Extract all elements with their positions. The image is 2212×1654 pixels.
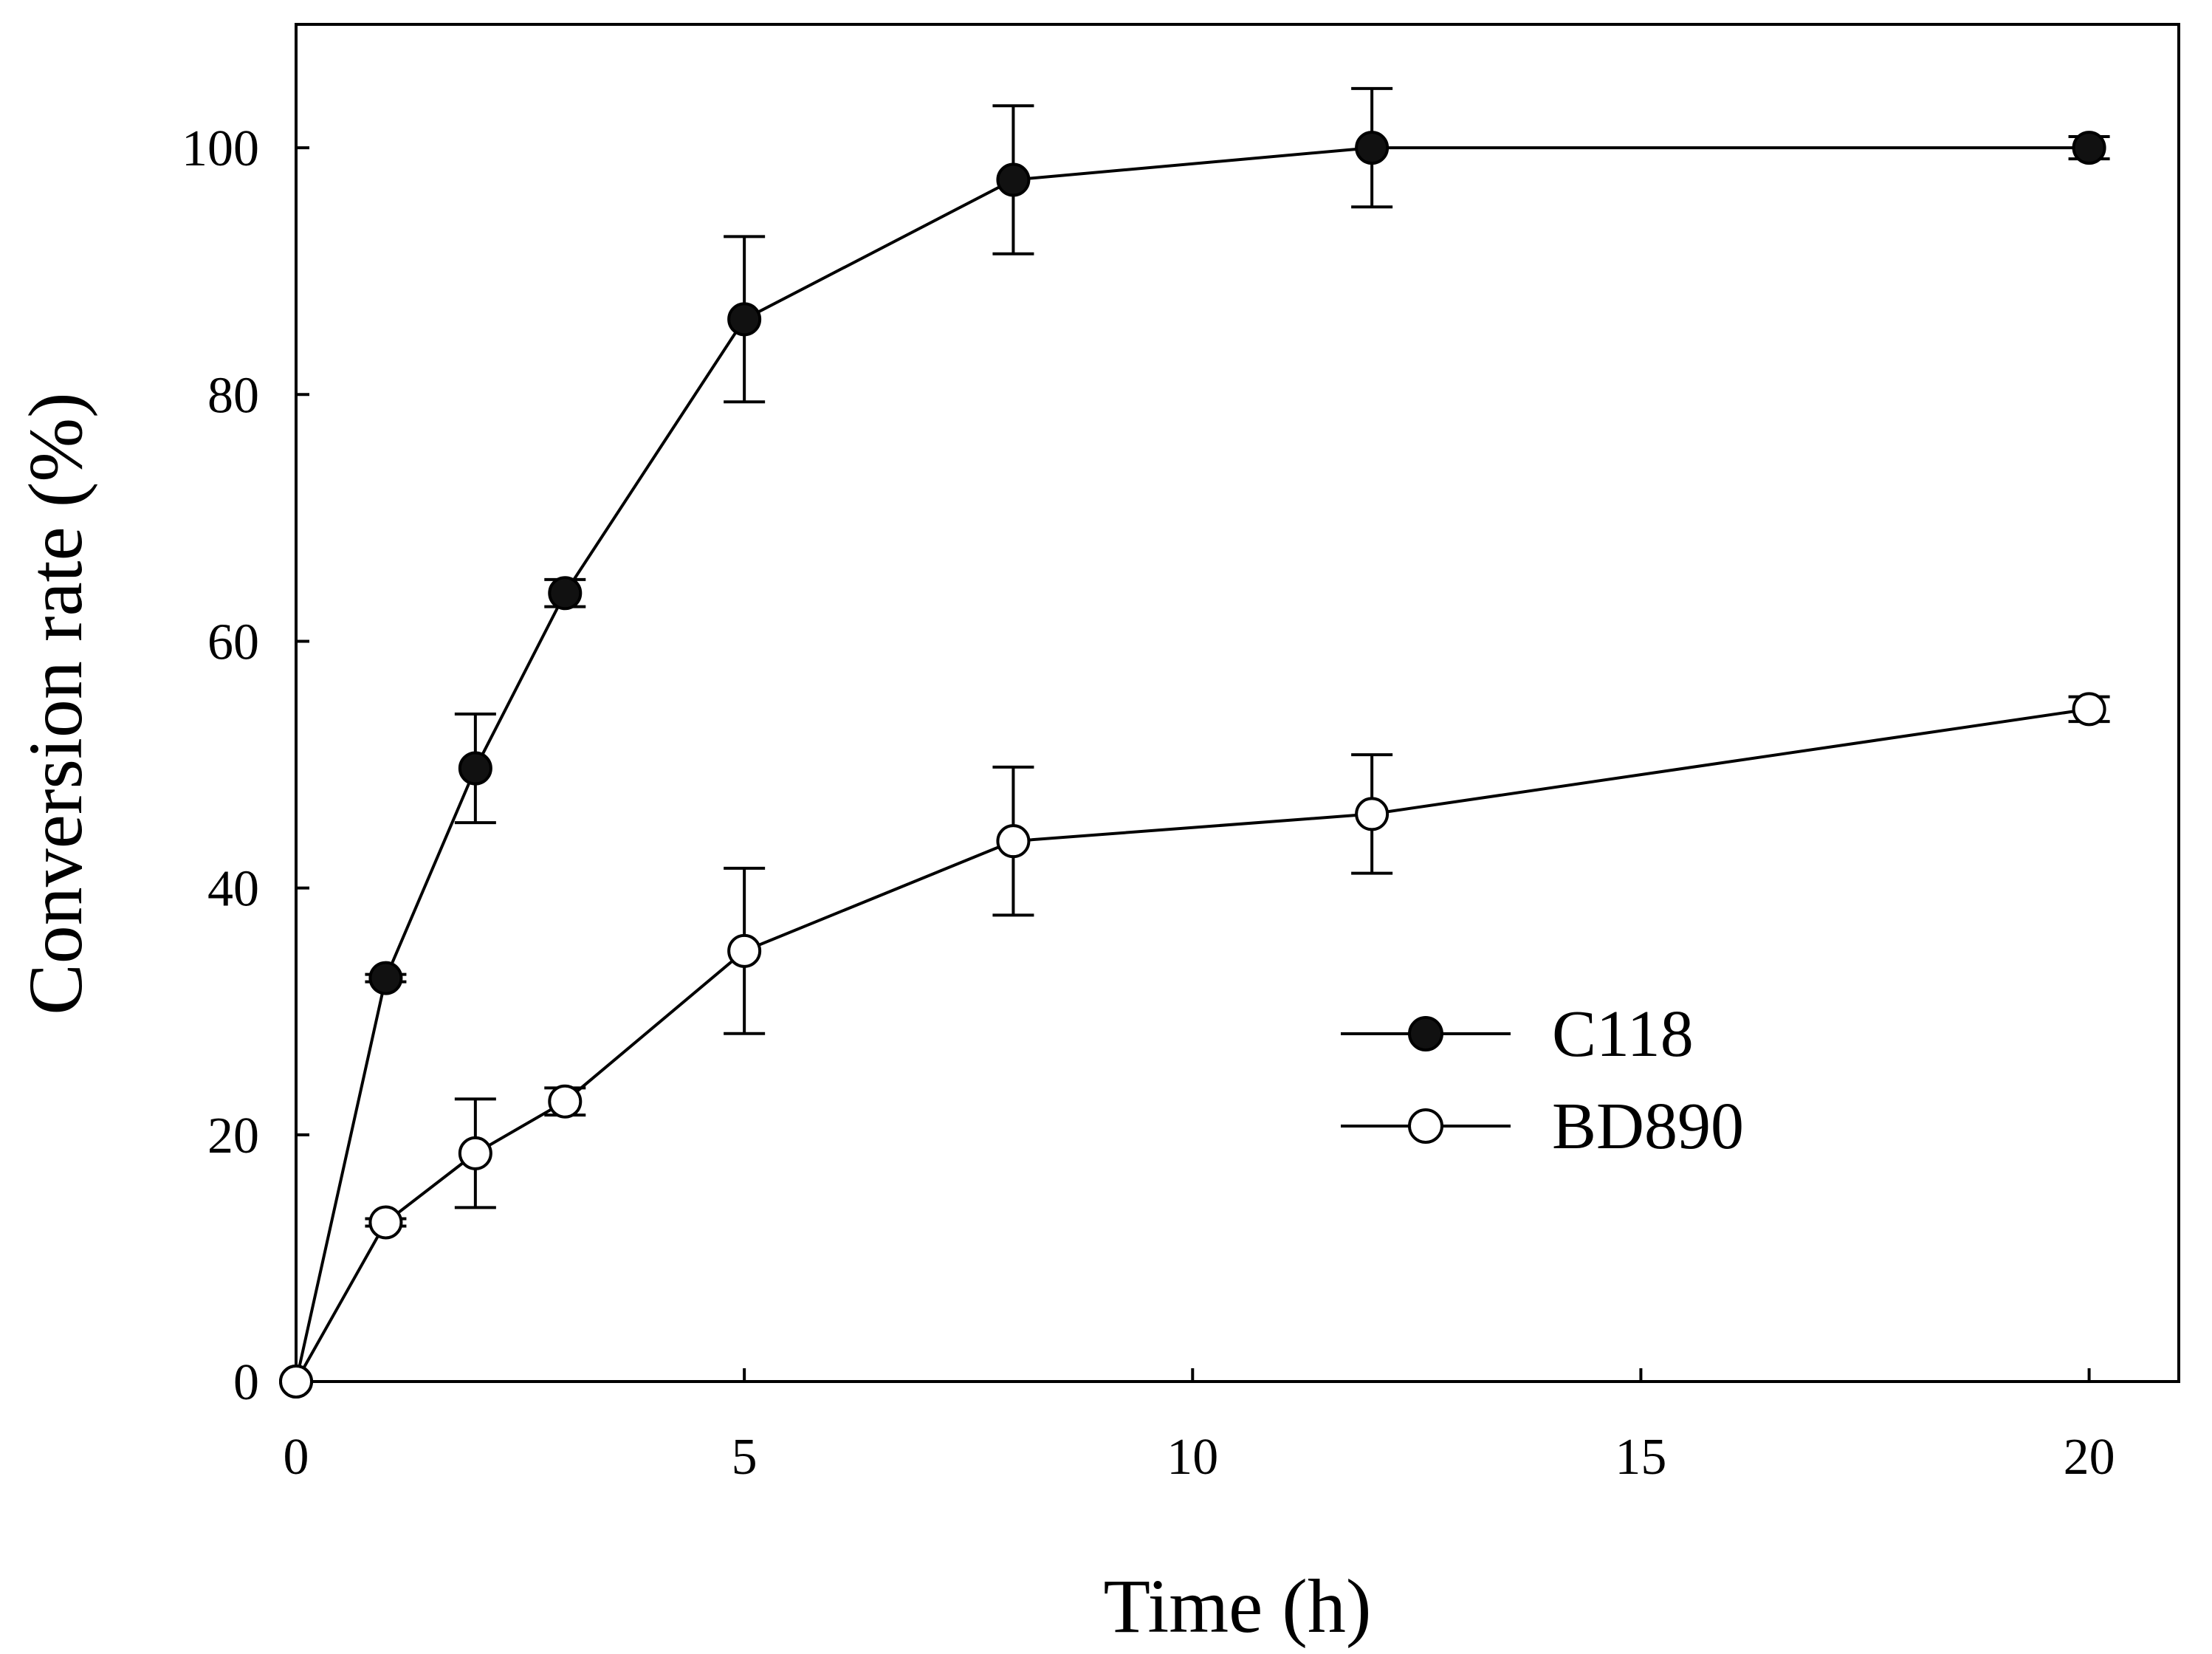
plot-area — [295, 23, 2180, 1383]
y-tick-label: 80 — [207, 367, 259, 424]
legend-item-c118: C118 — [1341, 998, 1694, 1071]
data-point-c118 — [996, 162, 1031, 197]
data-point-bd890 — [2072, 692, 2106, 727]
legend-label-c118: C118 — [1552, 998, 1694, 1071]
series-bd890 — [279, 692, 2110, 1399]
y-tick-label: 40 — [207, 861, 259, 918]
y-tick-label: 20 — [207, 1108, 259, 1164]
data-point-c118 — [458, 751, 492, 786]
data-point-c118 — [548, 576, 583, 611]
plot-frame — [295, 23, 2180, 1383]
data-point-c118 — [2072, 131, 2106, 165]
legend-marker-c118 — [1408, 1016, 1443, 1051]
data-point-bd890 — [996, 824, 1031, 859]
x-tick-label: 10 — [1167, 1429, 1218, 1486]
x-tick-label: 5 — [732, 1429, 758, 1486]
legend-item-bd890: BD890 — [1341, 1090, 1744, 1163]
data-point-bd890 — [727, 933, 762, 968]
series-line-c118 — [295, 146, 2089, 1382]
y-tick-label: 60 — [207, 614, 259, 670]
data-point-c118 — [727, 302, 762, 337]
series-layer — [279, 86, 2110, 1399]
series-line-bd890 — [295, 707, 2089, 1382]
data-point-bd890 — [1355, 797, 1390, 831]
data-point-c118 — [1355, 131, 1390, 165]
x-tick-label: 20 — [2064, 1429, 2115, 1486]
y-axis: 0 20 40 60 80 100 — [182, 120, 309, 1411]
data-point-bd890 — [368, 1205, 403, 1240]
x-axis: 0 5 10 15 20 — [284, 1368, 2115, 1486]
series-c118 — [279, 86, 2110, 1399]
data-point-bd890 — [458, 1136, 492, 1170]
y-tick-label: 100 — [182, 120, 259, 177]
legend-label-bd890: BD890 — [1552, 1090, 1744, 1163]
data-point-bd890 — [279, 1365, 313, 1399]
legend-marker-bd890 — [1408, 1108, 1443, 1144]
data-point-bd890 — [548, 1084, 583, 1119]
data-point-c118 — [368, 961, 403, 995]
x-tick-label: 0 — [284, 1429, 309, 1486]
x-axis-title: Time (h) — [1103, 1564, 1371, 1649]
y-axis-title: Conversion rate (%) — [13, 392, 98, 1015]
y-tick-label: 0 — [233, 1354, 259, 1411]
x-tick-label: 15 — [1615, 1429, 1666, 1486]
legend: C118 BD890 — [1341, 998, 1744, 1163]
